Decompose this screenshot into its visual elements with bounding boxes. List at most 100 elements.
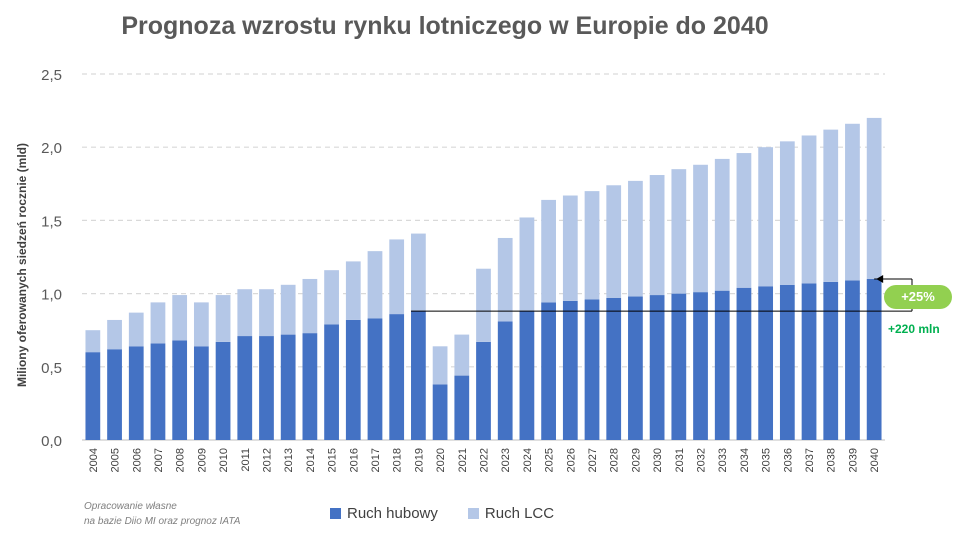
bar-lcc-2009 <box>193 302 209 347</box>
bar-hub-2004 <box>85 352 101 440</box>
y-tick-label: 2,0 <box>41 140 62 157</box>
bar-lcc-2030 <box>649 175 665 296</box>
x-tick-label: 2026 <box>565 448 577 472</box>
x-tick-label: 2037 <box>804 448 816 472</box>
bar-lcc-2031 <box>671 169 687 294</box>
bar-hub-2013 <box>280 334 296 440</box>
chart-title: Prognoza wzrostu rynku lotniczego w Euro… <box>121 12 769 40</box>
bar-hub-2037 <box>801 283 817 440</box>
legend-label-hub: Ruch hubowy <box>347 505 438 522</box>
x-tick-label: 2004 <box>88 448 100 472</box>
bar-lcc-2038 <box>823 129 839 282</box>
source-line-1: Opracowanie własne <box>84 501 177 512</box>
bars <box>85 117 882 440</box>
x-tick-label: 2009 <box>196 448 208 472</box>
x-tick-label: 2034 <box>739 448 751 472</box>
bar-lcc-2004 <box>85 330 101 353</box>
bar-hub-2040 <box>866 278 882 440</box>
bar-lcc-2022 <box>476 268 491 342</box>
bar-hub-2010 <box>215 341 231 440</box>
bar-hub-2017 <box>367 318 383 440</box>
bar-hub-2014 <box>302 333 318 440</box>
x-tick-label: 2005 <box>110 448 122 472</box>
bar-hub-2033 <box>714 290 730 440</box>
bar-hub-2023 <box>497 321 513 440</box>
legend-label-lcc: Ruch LCC <box>484 505 555 522</box>
bar-hub-2020 <box>432 384 448 440</box>
x-tick-label: 2017 <box>370 448 382 472</box>
bar-hub-2039 <box>845 280 860 440</box>
legend-item-lcc: Ruch LCC <box>467 505 555 522</box>
x-tick-label: 2032 <box>696 448 708 472</box>
bar-lcc-2007 <box>150 302 166 344</box>
bar-lcc-2023 <box>497 237 513 322</box>
x-tick-label: 2019 <box>413 448 425 472</box>
bar-hub-2036 <box>779 284 795 440</box>
x-tick-label: 2016 <box>348 448 360 472</box>
bar-hub-2021 <box>454 375 470 440</box>
x-tick-label: 2013 <box>283 448 295 472</box>
bar-lcc-2021 <box>454 334 470 376</box>
legend: Ruch hubowy Ruch LCC <box>330 505 584 522</box>
x-tick-label: 2028 <box>609 448 621 472</box>
bar-hub-2032 <box>693 292 708 440</box>
bar-lcc-2013 <box>280 284 296 335</box>
bar-lcc-2014 <box>302 278 318 334</box>
y-axis-label: Miliony oferowanych siedzeń rocznie (mld… <box>15 142 29 388</box>
bar-hub-2027 <box>584 299 600 440</box>
bar-lcc-2040 <box>866 117 882 279</box>
bar-hub-2009 <box>193 346 209 440</box>
bar-lcc-2010 <box>215 295 231 342</box>
y-tick-label: 0,5 <box>41 360 62 377</box>
bar-lcc-2019 <box>411 233 426 312</box>
bar-lcc-2039 <box>845 123 860 281</box>
bar-hub-2012 <box>259 336 274 440</box>
x-tick-label: 2024 <box>522 448 534 472</box>
bar-lcc-2011 <box>237 289 253 337</box>
bar-hub-2019 <box>411 311 426 440</box>
bar-hub-2028 <box>606 297 622 440</box>
x-tick-label: 2018 <box>392 448 404 472</box>
x-tick-label: 2039 <box>847 448 859 472</box>
bar-hub-2025 <box>541 302 556 440</box>
bar-lcc-2026 <box>562 195 578 301</box>
bar-lcc-2020 <box>432 346 448 385</box>
bar-lcc-2032 <box>693 164 708 293</box>
x-tick-label: 2015 <box>327 448 339 472</box>
x-tick-label: 2007 <box>153 448 165 472</box>
bar-hub-2016 <box>345 319 361 440</box>
bar-lcc-2008 <box>172 295 188 341</box>
bar-hub-2029 <box>628 296 643 440</box>
bar-lcc-2017 <box>367 251 383 319</box>
bar-lcc-2005 <box>107 319 122 350</box>
x-tick-label: 2029 <box>630 448 642 472</box>
x-tick-label: 2011 <box>240 448 252 472</box>
legend-swatch-lcc <box>467 508 479 519</box>
x-tick-label: 2023 <box>500 448 512 472</box>
y-tick-label: 2,5 <box>41 67 62 84</box>
bar-lcc-2015 <box>324 270 339 325</box>
bar-hub-2008 <box>172 340 188 440</box>
bar-hub-2030 <box>649 295 665 440</box>
arrow-head <box>876 274 884 283</box>
x-tick-label: 2020 <box>435 448 447 472</box>
bar-lcc-2018 <box>389 239 405 315</box>
bar-lcc-2035 <box>758 147 774 287</box>
bar-hub-2024 <box>519 311 535 440</box>
x-tick-label: 2038 <box>826 448 838 472</box>
legend-swatch-hub <box>330 508 341 519</box>
y-tick-label: 0,0 <box>41 433 62 450</box>
bar-hub-2031 <box>671 293 687 440</box>
x-tick-label: 2040 <box>869 448 881 472</box>
x-tick-label: 2025 <box>544 448 556 472</box>
bar-lcc-2029 <box>628 180 643 297</box>
x-tick-label: 2027 <box>587 448 599 472</box>
bar-lcc-2012 <box>259 289 274 337</box>
bar-lcc-2036 <box>779 141 795 285</box>
bar-lcc-2034 <box>736 153 752 288</box>
source-line-2: na bazie Diio MI oraz prognoz IATA <box>84 516 241 527</box>
bar-hub-2018 <box>389 314 405 440</box>
x-tick-label: 2021 <box>457 448 469 472</box>
bar-hub-2022 <box>476 341 491 440</box>
y-axis-ticks: 0,0 0,5 1,0 1,5 2,0 2,5 <box>41 67 62 450</box>
